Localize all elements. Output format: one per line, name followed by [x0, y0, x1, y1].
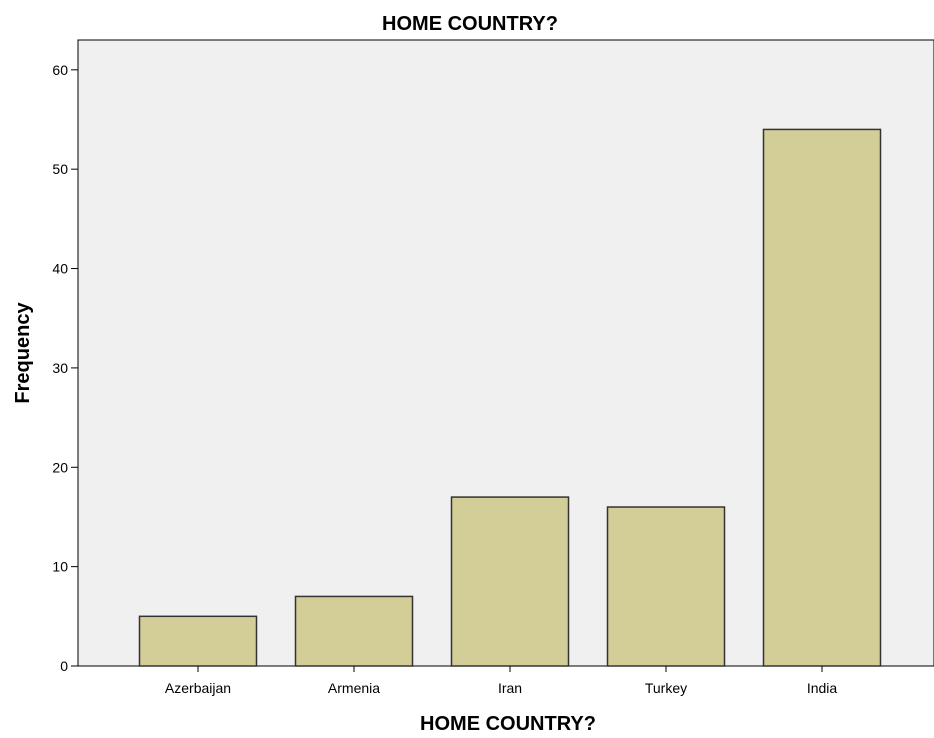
chart-title: HOME COUNTRY?	[382, 13, 558, 35]
bar-azerbaijan	[138, 615, 258, 667]
bar-iran	[450, 496, 570, 667]
bar-turkey	[606, 506, 726, 667]
x-tick-label-armenia: Armenia	[328, 680, 380, 696]
x-tick-label-azerbaijan: Azerbaijan	[165, 680, 231, 696]
y-tick-label: 40	[52, 261, 68, 277]
bar-india	[762, 128, 882, 667]
x-tick-label-turkey: Turkey	[645, 680, 687, 696]
x-tick-label-india: India	[807, 680, 838, 696]
y-axis-label: Frequency	[12, 302, 34, 404]
y-tick-label: 50	[52, 161, 68, 177]
y-tick-label: 60	[52, 62, 68, 78]
x-tick-label-iran: Iran	[498, 680, 522, 696]
y-tick-label: 0	[60, 658, 68, 674]
x-axis: Azerbaijan Armenia Iran Turkey India	[165, 666, 837, 696]
x-axis-label: HOME COUNTRY?	[420, 713, 596, 735]
bar-armenia	[294, 595, 414, 667]
y-tick-label: 10	[52, 559, 68, 575]
y-axis: 0 10 20 30 40 50 60	[52, 62, 78, 674]
y-tick-label: 20	[52, 459, 68, 475]
y-tick-label: 30	[52, 360, 68, 376]
bars-group	[138, 128, 882, 667]
